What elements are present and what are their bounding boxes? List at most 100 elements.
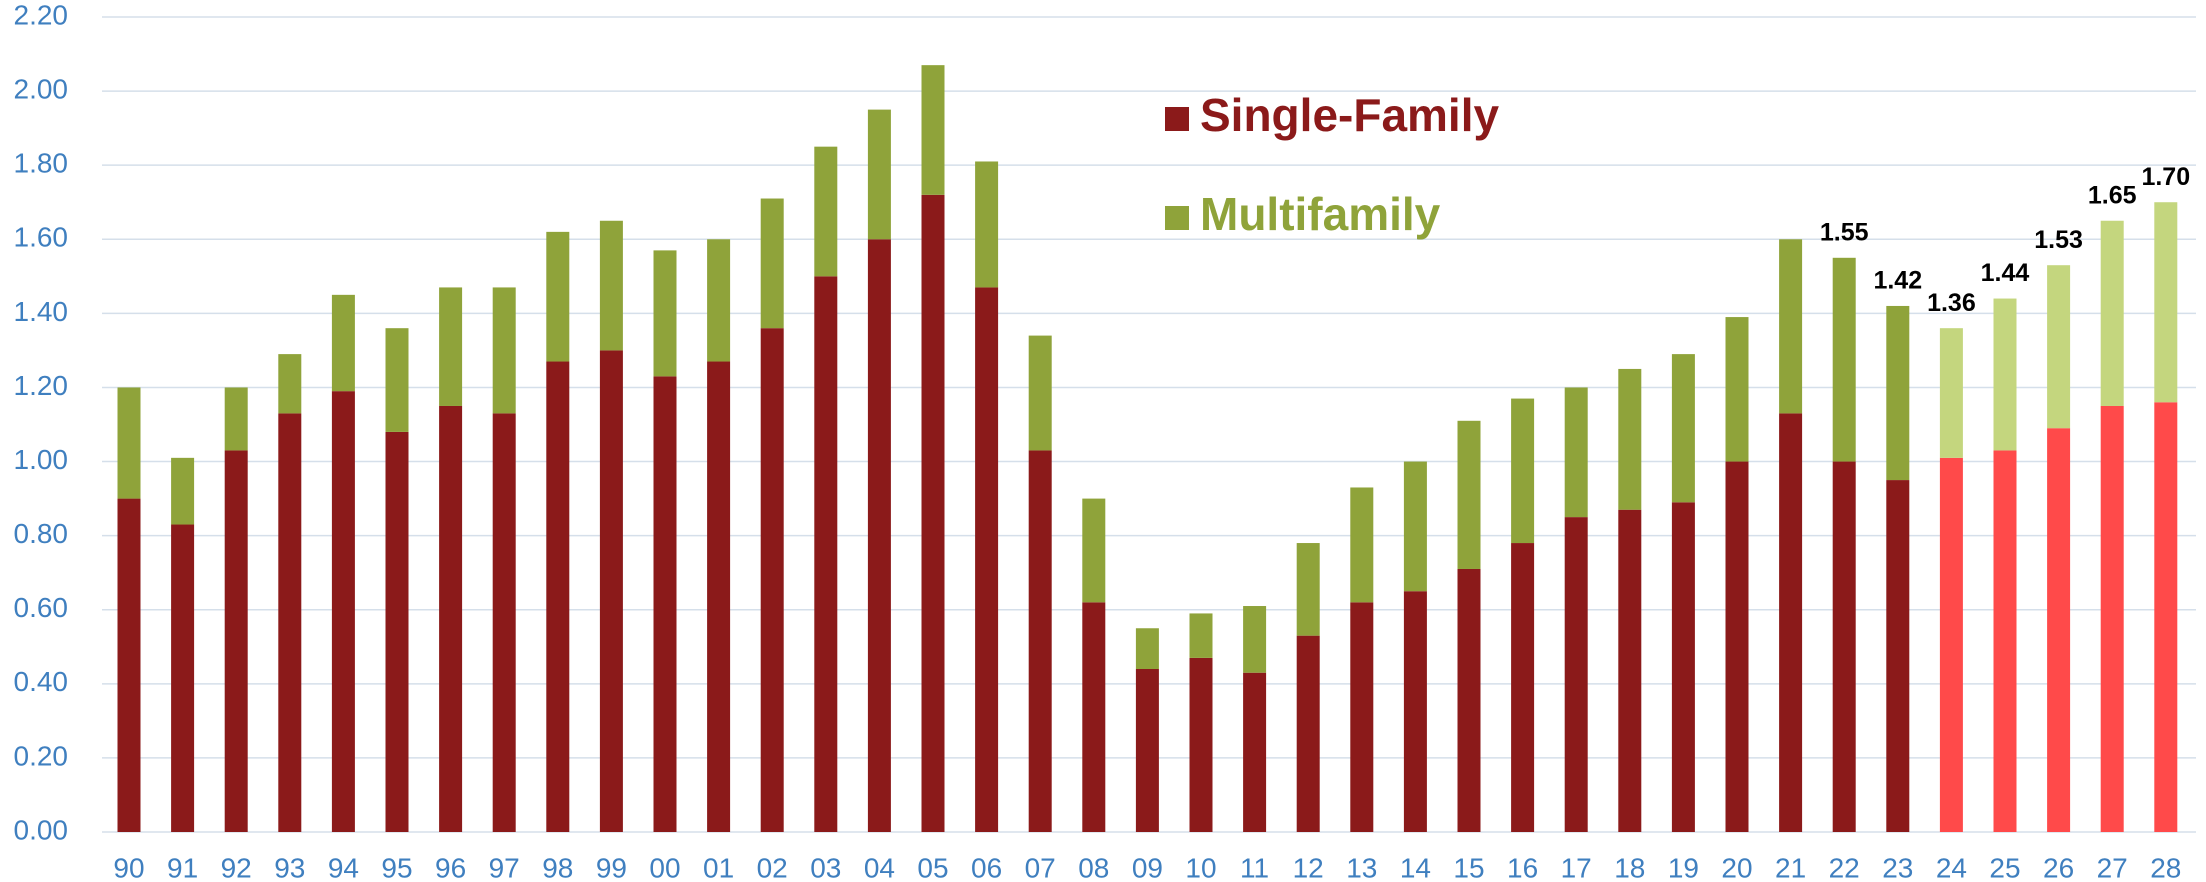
x-tick-label: 03	[810, 852, 841, 882]
bar-segment	[867, 109, 891, 240]
bar-segment	[1779, 413, 1803, 832]
y-tick-label: 1.00	[14, 444, 69, 475]
x-tick-label: 95	[381, 852, 412, 882]
x-tick-label: 05	[917, 852, 948, 882]
x-tick-label: 08	[1078, 852, 1109, 882]
bar-segment	[171, 457, 195, 525]
bar-segment	[278, 413, 302, 832]
bar-segment	[278, 354, 302, 414]
x-tick-label: 97	[489, 852, 520, 882]
bar-segment	[1832, 461, 1856, 832]
legend-label: Single-Family	[1200, 89, 1499, 141]
x-tick-label: 12	[1293, 852, 1324, 882]
data-label: 1.55	[1820, 218, 1869, 246]
x-tick-label: 94	[328, 852, 359, 882]
bar-segment	[814, 276, 838, 832]
bar-segment	[439, 287, 463, 406]
bar-segment	[760, 198, 784, 329]
bar-segment	[1296, 543, 1320, 636]
x-tick-label: 27	[2097, 852, 2128, 882]
bar-segment	[707, 239, 731, 362]
x-tick-label: 20	[1721, 852, 1752, 882]
bar-segment	[385, 328, 409, 432]
data-label: 1.53	[2034, 226, 2083, 254]
y-tick-label: 2.00	[14, 73, 69, 104]
y-tick-label: 1.60	[14, 222, 69, 253]
x-tick-label: 04	[864, 852, 895, 882]
bar-segment	[1993, 450, 2017, 832]
x-tick-label: 93	[274, 852, 305, 882]
bar-segment	[1939, 457, 1963, 832]
x-tick-label: 19	[1668, 852, 1699, 882]
bar-segment	[171, 524, 195, 832]
x-tick-label: 09	[1132, 852, 1163, 882]
data-label: 1.70	[2141, 163, 2190, 191]
bar-segment	[1082, 602, 1106, 832]
bar-segment	[1725, 461, 1749, 832]
bar-segment	[1135, 669, 1159, 832]
x-tick-label: 96	[435, 852, 466, 882]
bar-segment	[1511, 398, 1535, 544]
x-tick-label: 00	[649, 852, 680, 882]
bar-segment	[1725, 317, 1749, 462]
data-label: 1.42	[1873, 267, 1922, 295]
bar-segment	[2154, 202, 2178, 403]
bar-segment	[1350, 602, 1374, 832]
bar-segment	[1082, 498, 1106, 603]
legend-label: Multifamily	[1200, 188, 1441, 240]
bar-segment	[1671, 502, 1695, 832]
y-tick-label: 1.20	[14, 370, 69, 401]
bar-segment	[1939, 328, 1963, 458]
bar-segment	[117, 498, 141, 832]
x-tick-label: 26	[2043, 852, 2074, 882]
y-tick-label: 0.20	[14, 740, 69, 771]
bar-segment	[867, 239, 891, 833]
x-tick-label: 06	[971, 852, 1002, 882]
x-tick-label: 25	[1989, 852, 2020, 882]
bar-segment	[975, 161, 999, 288]
bar-segment	[2047, 428, 2071, 832]
x-tick-label: 01	[703, 852, 734, 882]
bar-segment	[1457, 568, 1481, 832]
bar-segment	[2100, 220, 2124, 406]
bar-segment	[1135, 628, 1159, 669]
bar-segment	[1243, 606, 1267, 673]
data-label: 1.44	[1981, 259, 2030, 287]
x-tick-label: 28	[2150, 852, 2181, 882]
y-tick-label: 0.80	[14, 518, 69, 549]
bar-segment	[921, 65, 945, 195]
bar-segment	[760, 328, 784, 832]
x-tick-label: 14	[1400, 852, 1431, 882]
bar-segment	[1403, 461, 1427, 592]
bar-segment	[975, 287, 999, 832]
bar-segment	[1189, 613, 1213, 658]
x-tick-label: 18	[1614, 852, 1645, 882]
y-tick-label: 2.20	[14, 0, 69, 30]
bar-segment	[1564, 517, 1588, 832]
bar-segment	[599, 220, 623, 351]
bar-segment	[1403, 591, 1427, 832]
y-tick-label: 1.40	[14, 296, 69, 327]
x-tick-label: 99	[596, 852, 627, 882]
x-tick-label: 07	[1025, 852, 1056, 882]
bar-segment	[331, 391, 355, 832]
x-tick-label: 91	[167, 852, 198, 882]
bar-segment	[1671, 354, 1695, 503]
bar-segment	[653, 250, 677, 377]
bar-segment	[1511, 543, 1535, 832]
x-tick-label: 92	[221, 852, 252, 882]
bar-segment	[331, 294, 355, 392]
data-label: 1.36	[1927, 289, 1976, 317]
bar-segment	[224, 450, 248, 832]
bar-segment	[1457, 420, 1481, 569]
bar-segment	[1243, 672, 1267, 832]
x-tick-label: 15	[1453, 852, 1484, 882]
bar-segment	[1350, 487, 1374, 603]
x-tick-label: 21	[1775, 852, 1806, 882]
x-tick-label: 24	[1936, 852, 1967, 882]
data-label: 1.65	[2088, 181, 2137, 209]
bar-segment	[224, 387, 248, 451]
bar-segment	[1189, 657, 1213, 832]
x-tick-label: 16	[1507, 852, 1538, 882]
